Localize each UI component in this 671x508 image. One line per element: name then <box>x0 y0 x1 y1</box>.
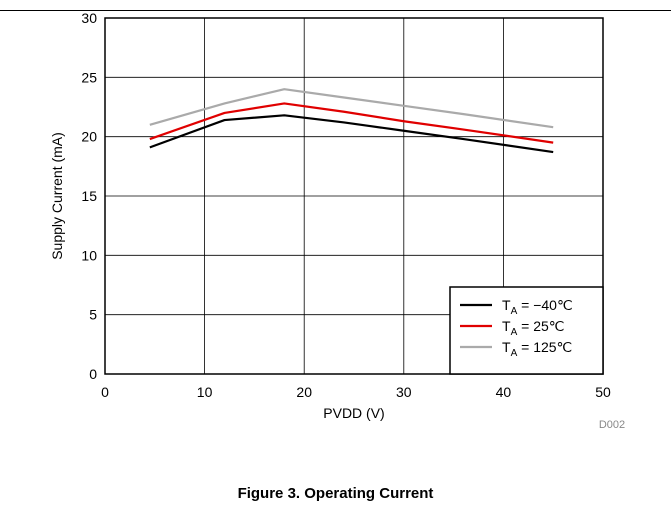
plot-border <box>104 17 604 375</box>
x-axis-label: PVDD (V) <box>323 405 384 421</box>
annotation-label: D002 <box>599 419 625 431</box>
series-line <box>149 88 554 129</box>
series-group <box>149 88 554 154</box>
y-tick-label: 25 <box>81 69 97 85</box>
top-rule <box>0 10 671 11</box>
x-tick-label: 0 <box>101 384 109 400</box>
legend: TA = −40℃TA = 25℃TA = 125℃ <box>449 286 604 375</box>
y-tick-label: 10 <box>81 247 97 263</box>
x-tick-label: 40 <box>496 384 512 400</box>
tick-labels: 0 10 20 30 40 50 0 5 10 15 20 25 30 <box>81 10 611 400</box>
x-tick-label: 30 <box>396 384 412 400</box>
y-tick-label: 5 <box>89 307 97 323</box>
y-tick-label: 30 <box>81 10 97 26</box>
x-tick-label: 20 <box>296 384 312 400</box>
x-tick-label: 50 <box>595 384 611 400</box>
chart: 0 10 20 30 40 50 0 5 10 15 20 25 30 PVDD (V) Supply … <box>49 10 625 431</box>
legend-label: TA = −40℃ <box>502 297 573 317</box>
series-line <box>149 114 554 154</box>
legend-label: TA = 25℃ <box>502 318 564 338</box>
y-tick-label: 15 <box>81 188 97 204</box>
series-line <box>149 102 554 144</box>
x-tick-label: 10 <box>197 384 213 400</box>
legend-box <box>449 286 604 375</box>
y-tick-label: 20 <box>81 129 97 145</box>
legend-label: TA = 125℃ <box>502 339 572 359</box>
y-axis-label: Supply Current (mA) <box>49 132 65 260</box>
figure-caption: Figure 3. Operating Current <box>237 485 434 502</box>
y-tick-label: 0 <box>89 366 97 382</box>
